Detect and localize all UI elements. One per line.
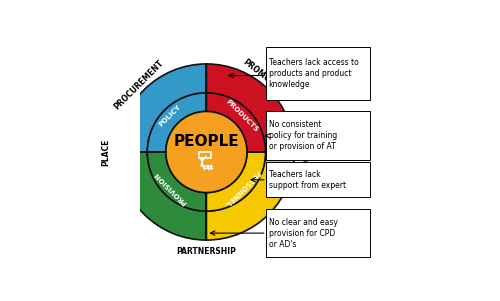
Text: PRODUCTS: PRODUCTS [225,99,260,133]
FancyBboxPatch shape [266,111,370,160]
Text: No clear and easy
provision for CPD
or AD's: No clear and easy provision for CPD or A… [268,218,338,249]
FancyBboxPatch shape [266,47,370,100]
Wedge shape [148,152,206,211]
Wedge shape [206,64,294,152]
Wedge shape [206,93,266,152]
Wedge shape [206,152,294,240]
Wedge shape [148,93,206,152]
Circle shape [166,111,247,193]
Wedge shape [118,152,206,240]
Text: PLACE: PLACE [101,138,110,166]
Wedge shape [118,64,206,152]
Circle shape [206,166,208,167]
Text: PROMOTION: PROMOTION [241,57,289,97]
Text: PARTNERSHIP: PARTNERSHIP [176,247,236,256]
Text: Teachers lack access to
products and product
knowledge: Teachers lack access to products and pro… [268,57,358,89]
Wedge shape [206,152,266,211]
Text: PROVISION: PROVISION [153,170,188,206]
Text: No consistent
policy for training
or provision of AT: No consistent policy for training or pro… [268,120,337,151]
Circle shape [203,166,205,167]
Text: FACE: FACE [299,157,306,174]
Text: Teachers lack
support from expert: Teachers lack support from expert [268,170,345,190]
FancyBboxPatch shape [266,209,370,257]
Text: PROCUREMENT: PROCUREMENT [112,58,166,111]
FancyBboxPatch shape [266,163,370,197]
Circle shape [210,166,212,167]
Text: PERSONNEL: PERSONNEL [224,169,262,207]
Text: PEOPLE: PEOPLE [174,134,239,149]
Circle shape [201,157,203,160]
Bar [200,151,211,159]
Text: POLICY: POLICY [158,104,182,128]
